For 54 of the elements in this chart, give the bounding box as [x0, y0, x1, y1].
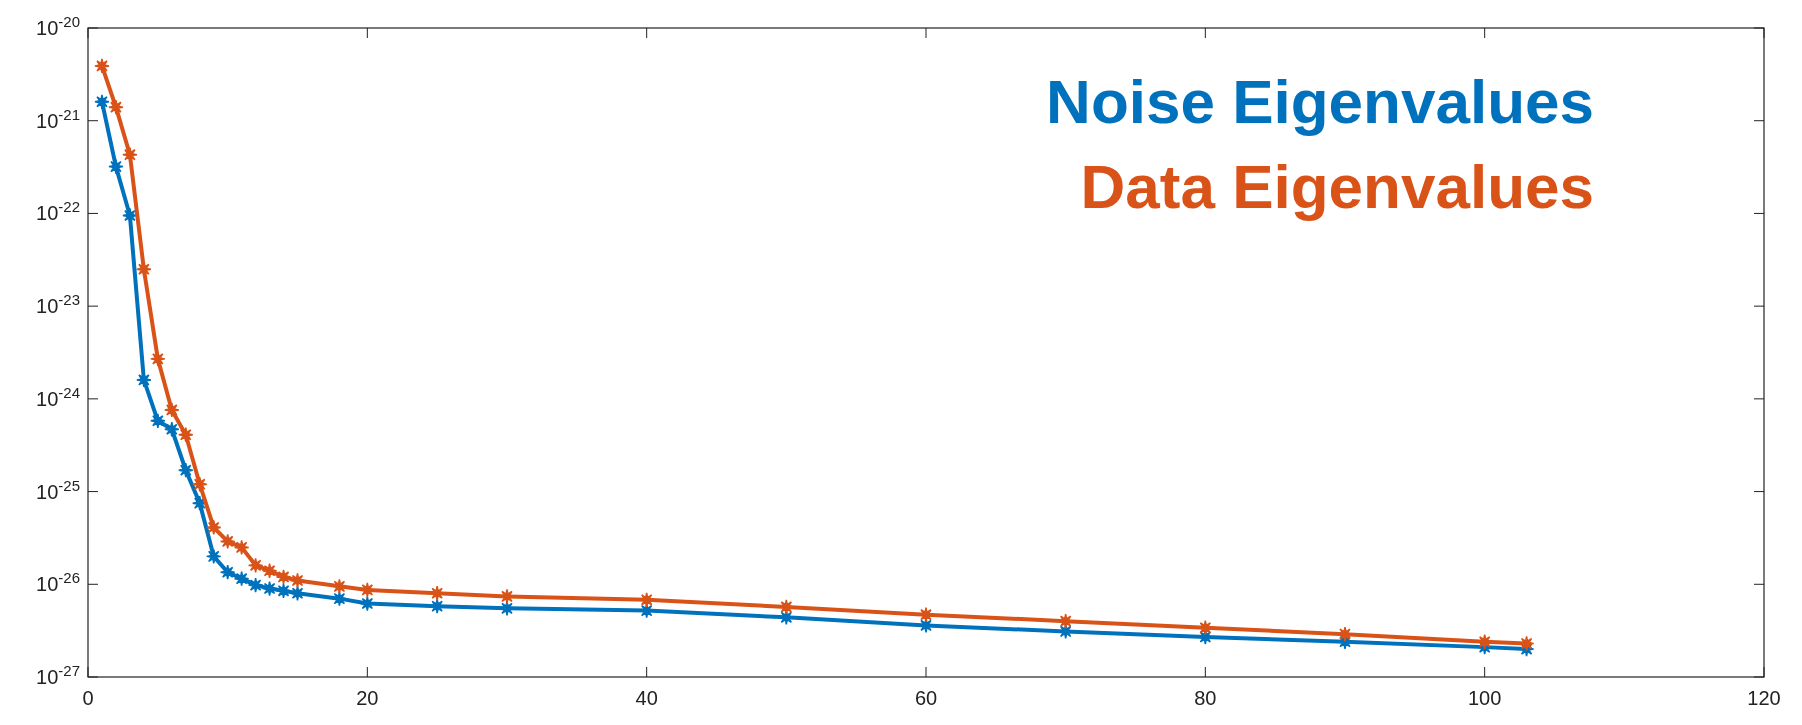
point: [108, 158, 124, 175]
point: [331, 590, 348, 607]
point: [108, 99, 124, 115]
x-tick-label: 120: [1747, 687, 1781, 709]
y-tick-label: 10$^{-24}$: [36, 383, 80, 410]
point: [499, 588, 515, 605]
point: [1337, 626, 1353, 642]
point: [289, 585, 306, 602]
x-tick-label: 20: [356, 687, 379, 709]
point: [275, 569, 292, 585]
point: [136, 372, 152, 388]
point: [247, 577, 264, 593]
point: [94, 58, 110, 74]
y-tick-label: 10$^{-27}$: [36, 661, 80, 688]
point: [918, 606, 934, 623]
point: [233, 570, 250, 587]
x-tick-label: 40: [635, 687, 658, 709]
y-tick-label: 10$^{-20}$: [36, 12, 80, 39]
point: [289, 572, 306, 589]
point: [178, 427, 194, 443]
point: [205, 548, 222, 565]
point: [261, 580, 278, 597]
text: Noise Eigenvalues: [1046, 67, 1594, 136]
point: [164, 421, 180, 438]
point: [219, 564, 236, 580]
point: [331, 578, 348, 595]
point: [499, 600, 515, 617]
point: [275, 583, 292, 599]
y-tick-label: 10$^{-21}$: [36, 105, 80, 132]
y-tick-label: 10$^{-26}$: [36, 568, 80, 596]
point: [122, 207, 138, 224]
point: [261, 562, 278, 579]
point: [150, 413, 166, 429]
point: [178, 462, 194, 478]
y-tick-label: 10$^{-22}$: [36, 197, 80, 225]
x-tick-label: 60: [914, 687, 938, 709]
point: [136, 261, 152, 277]
y-tick-label: 10$^{-23}$: [36, 290, 80, 318]
x-tick-label: 0: [82, 687, 94, 709]
x-tick-label: 100: [1467, 687, 1502, 709]
point: [122, 146, 138, 163]
y-tick-label: 10$^{-25}$: [36, 476, 80, 503]
point: [233, 539, 250, 556]
point: [205, 519, 222, 536]
point: [164, 402, 180, 418]
text: Data Eigenvalues: [1080, 152, 1594, 221]
point: [247, 557, 264, 574]
x-tick-label: 80: [1194, 687, 1217, 709]
point: [429, 585, 445, 602]
point: [150, 351, 166, 367]
point: [429, 598, 445, 614]
point: [191, 476, 208, 492]
point: [219, 533, 236, 550]
point: [94, 94, 110, 110]
